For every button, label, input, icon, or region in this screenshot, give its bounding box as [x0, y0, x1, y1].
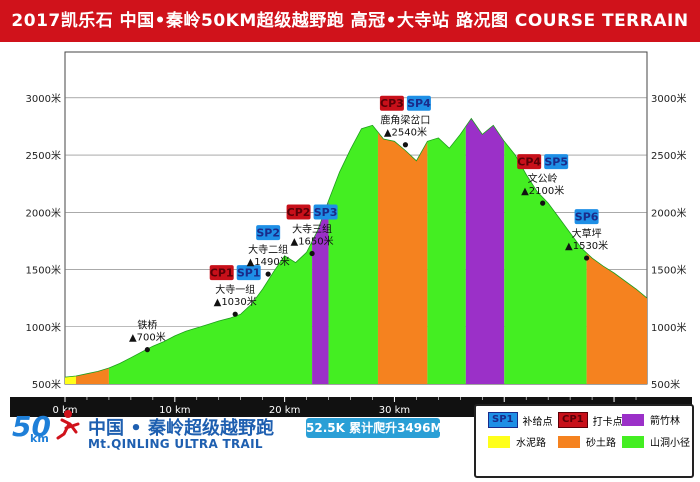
legend-bamboo-swatch	[622, 413, 644, 426]
supply-point-badge	[313, 204, 338, 220]
station-dot	[584, 255, 590, 261]
terrain-segment-gravel	[377, 118, 428, 384]
station-tag-label: CP2	[287, 206, 311, 219]
elevation-chart: 500米 1000米 1500米 2000米 2500米 3000米 500米 1000米 1…	[0, 42, 700, 396]
logo-number: 50	[12, 410, 51, 443]
station-dot	[232, 311, 238, 317]
station-elevation: ▲1650米	[291, 234, 334, 247]
y-tick-label-left: 500米	[32, 378, 61, 391]
station-tag-label: CP4	[517, 156, 541, 169]
checkpoint-badge	[379, 95, 404, 111]
y-tick-label-left: 2500米	[26, 149, 61, 162]
legend-bamboo-label: 箭竹林	[650, 416, 680, 427]
profile-outline	[64, 117, 648, 378]
y-tick-label-right: 500米	[651, 378, 680, 391]
logo-km: km	[30, 432, 49, 445]
station-elevation: ▲700米	[129, 331, 166, 344]
y-tick-label-left: 1000米	[26, 321, 61, 334]
station-elevation: ▲2100米	[521, 184, 564, 197]
station-tag-label: SP1	[237, 267, 261, 280]
logo-chinese-name: 中国 • 秦岭超级越野跑	[88, 418, 275, 439]
legend: SP1 补给点 CP1 打卡点 箭竹林 水泥路 砂土路 山洞小径	[474, 404, 694, 478]
legend-bamboo: 箭竹林	[622, 412, 680, 427]
legend-cement: 水泥路	[488, 434, 546, 449]
y-tick-label-left: 3000米	[26, 92, 61, 105]
legend-sp-label: 补给点	[522, 416, 553, 428]
station-name: 文公岭	[528, 172, 558, 185]
station-dot	[540, 200, 546, 206]
station-dot	[265, 271, 271, 277]
station-tag-label: CP1	[210, 267, 234, 280]
legend-gravel-swatch	[558, 435, 580, 448]
station-name: 大寺一组	[215, 283, 255, 296]
station-dot	[144, 347, 150, 353]
legend-trail: 山洞小径	[622, 434, 690, 449]
station-tag-label: CP3	[380, 97, 404, 110]
logo-english-name: Mt.QINLING ULTRA TRAIL	[88, 437, 263, 451]
legend-sp-badge: SP1	[488, 412, 518, 428]
supply-point-badge	[406, 95, 431, 111]
terrain-segment-bamboo	[465, 118, 505, 384]
runner-icon	[56, 410, 80, 440]
checkpoint-badge	[209, 265, 234, 281]
x-tick-label: 20 km	[269, 405, 300, 416]
legend-cement-swatch	[488, 435, 510, 448]
station-name: 大草坪	[572, 227, 602, 240]
station-dot	[402, 142, 409, 148]
x-tick-label: 10 km	[159, 405, 190, 416]
y-axis-right-labels: 500米 1000米 1500米 2000米 2500米 3000米	[651, 92, 686, 391]
y-tick-label-left: 2000米	[26, 206, 61, 219]
x-tick-label: 0 km	[52, 405, 77, 416]
legend-cement-label: 水泥路	[516, 438, 546, 449]
y-tick-label-right: 2500米	[651, 149, 686, 162]
y-tick-label-right: 1500米	[651, 264, 686, 277]
station-name: 鹿角梁岔口	[380, 114, 430, 127]
total-ascent-label: 52.5K 累计爬升3496M	[306, 418, 442, 438]
station-elevation: ▲1490米	[247, 255, 290, 268]
station-tag-label: SP6	[575, 211, 599, 224]
station-tag-label: SP5	[544, 156, 568, 169]
station-elevation: ▲1530米	[565, 239, 608, 252]
legend-cp-label: 打卡点	[592, 416, 623, 428]
y-tick-label-right: 2000米	[651, 206, 686, 219]
checkpoint-badge	[517, 154, 542, 170]
station-elevation: ▲2540米	[384, 126, 427, 139]
legend-cp-badge: CP1	[558, 412, 588, 428]
station-name: 铁桥	[137, 319, 157, 332]
legend-check-point: CP1 打卡点	[558, 412, 623, 428]
y-tick-label-right: 1000米	[651, 321, 686, 334]
legend-gravel-label: 砂土路	[586, 438, 616, 449]
supply-point-badge	[236, 265, 261, 281]
supply-point-badge	[544, 154, 569, 170]
checkpoint-badge	[286, 204, 311, 220]
y-axis-left-labels: 500米 1000米 1500米 2000米 2500米 3000米	[26, 92, 61, 391]
supply-point-badge	[256, 225, 281, 241]
y-tick-label-left: 1500米	[26, 264, 61, 277]
station-name: 大寺二组	[248, 243, 288, 256]
station-tag-label: SP2	[256, 227, 280, 240]
station-elevation: ▲1030米	[214, 295, 257, 308]
elevation-chart-svg: 500米 1000米 1500米 2000米 2500米 3000米 500米 1000米 1…	[26, 51, 686, 391]
station-dot	[309, 250, 315, 257]
legend-gravel: 砂土路	[558, 434, 616, 449]
station-tag-label: SP4	[407, 97, 431, 110]
legend-supply-point: SP1 补给点	[488, 412, 553, 428]
station-name: 大寺三组	[292, 222, 332, 235]
y-tick-label-right: 3000米	[651, 92, 686, 105]
x-tick-label: 30 km	[379, 405, 410, 416]
station-tag-label: SP3	[314, 206, 338, 219]
chart-title: 2017凯乐石 中国•秦岭50KM超级越野跑 高冠•大寺站 路况图 COURSE…	[0, 0, 700, 42]
legend-trail-label: 山洞小径	[650, 438, 690, 449]
terrain-segment-trail	[427, 118, 466, 384]
supply-point-badge	[574, 209, 599, 225]
legend-trail-swatch	[622, 435, 644, 448]
